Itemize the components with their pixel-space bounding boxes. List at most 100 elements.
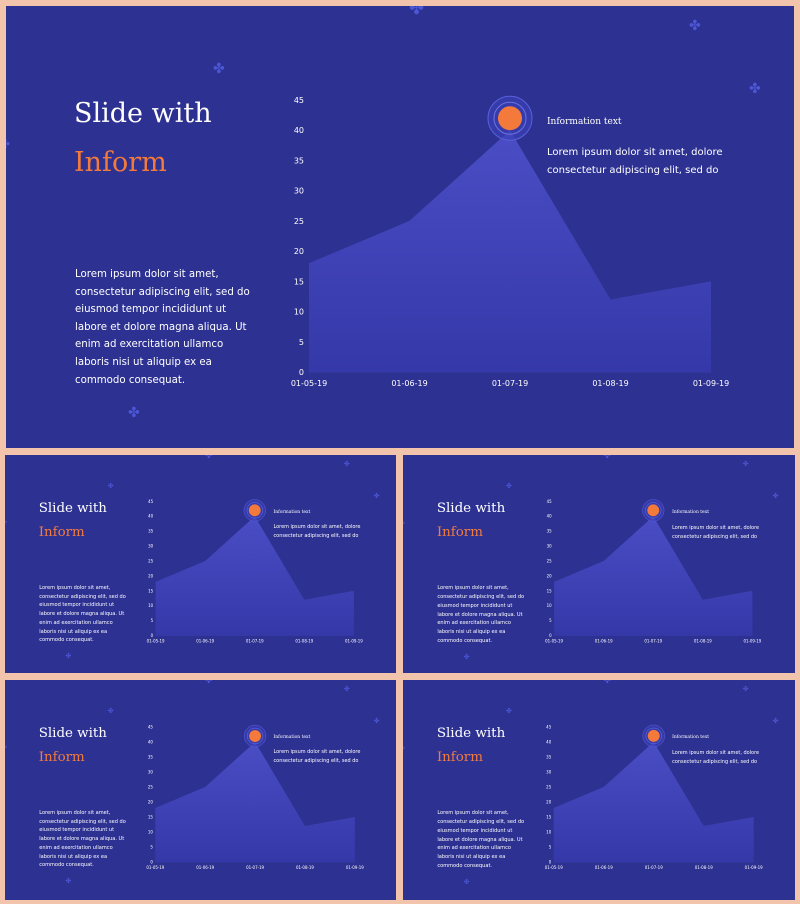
highlight-point [647, 504, 660, 517]
y-tick-label: 25 [546, 784, 552, 789]
y-tick-label: 20 [547, 573, 553, 578]
y-tick-label: 15 [547, 588, 553, 593]
area-series [553, 741, 754, 863]
area-chart: 0 5 10 15 20 25 30 35 40 45 01-05-19 01-06-19 01-07-… [545, 499, 762, 644]
y-tick-label: 5 [150, 844, 153, 849]
x-tick-label: 01-07-19 [644, 638, 662, 643]
x-tick-label: 01-06-19 [196, 865, 214, 870]
flower-icon: ✤ [603, 455, 611, 462]
x-tick-label: 01-05-19 [291, 379, 327, 388]
slide-title-line1: Slide with [38, 725, 107, 741]
flower-icon: ✤ [204, 680, 213, 687]
y-tick-label: 35 [148, 754, 154, 759]
slide-title-line2: Inform [38, 524, 85, 540]
y-tick-label: 45 [546, 724, 552, 729]
flower-icon: ✤ [689, 18, 701, 34]
y-tick-label: 5 [299, 338, 304, 347]
y-tick-label: 20 [148, 573, 154, 578]
flower-icon: ✤ [6, 138, 10, 150]
y-tick-label: 20 [294, 247, 304, 256]
y-tick-label: 20 [148, 799, 154, 804]
slide-body-text: Lorem ipsum dolor sit amet, consectetur … [437, 810, 525, 869]
flower-icon: ✤ [343, 685, 350, 694]
y-tick-label: 45 [148, 499, 154, 504]
flower-icon: ✤ [505, 706, 512, 715]
y-tick-label: 40 [546, 739, 552, 744]
y-tick-label: 30 [547, 544, 553, 549]
slide-thumbnail-1: ✤ ✤ ✤ ✤ ✤ ✤ Slide with Inform Lorem ipsum dolor … [5, 455, 396, 673]
flower-icon: ✤ [213, 61, 225, 77]
y-tick-label: 45 [294, 96, 304, 105]
slide-body-text: Lorem ipsum dolor sit amet, consectetur … [39, 810, 126, 869]
y-tick-label: 25 [294, 217, 304, 226]
flower-icon: ✤ [5, 745, 7, 751]
y-tick-label: 10 [547, 603, 553, 608]
x-tick-label: 01-07-19 [246, 865, 264, 870]
y-tick-label: 35 [294, 156, 304, 165]
y-tick-label: 35 [546, 754, 552, 759]
highlight-point [498, 106, 522, 131]
y-tick-label: 15 [148, 814, 154, 819]
y-tick-label: 0 [150, 859, 153, 864]
slide-title-line1: Slide with [38, 500, 107, 516]
y-tick-label: 40 [547, 514, 553, 519]
area-chart: 0 5 10 15 20 25 30 35 40 45 01-05-19 01-06-19 01-07-… [147, 499, 364, 644]
slide-title-line2: Inform [436, 525, 483, 541]
y-tick-label: 45 [547, 499, 553, 504]
area-series [155, 516, 354, 636]
info-body: Lorem ipsum dolor sit amet, dolore conse… [672, 749, 760, 765]
flower-icon: ✤ [128, 405, 140, 421]
x-tick-label: 01-07-19 [492, 379, 528, 388]
x-tick-label: 01-06-19 [196, 638, 214, 643]
x-tick-label: 01-07-19 [246, 638, 264, 643]
highlight-ring [246, 502, 263, 519]
x-tick-label: 01-06-19 [595, 865, 613, 870]
flower-icon: ✤ [603, 680, 611, 687]
y-tick-label: 30 [294, 187, 304, 196]
y-tick-label: 15 [294, 277, 304, 286]
info-title: Information text [672, 735, 709, 741]
flower-icon: ✤ [5, 520, 7, 526]
y-tick-label: 20 [546, 799, 552, 804]
flower-icon: ✤ [505, 481, 512, 490]
info-title: Information text [273, 735, 311, 741]
y-tick-label: 10 [294, 308, 304, 317]
area-chart: 0 5 10 15 20 25 30 35 40 45 01-05-19 01-06-19 01-07-… [545, 724, 763, 870]
x-tick-label: 01-09-19 [743, 638, 761, 643]
slide-title-line1: Slide with [436, 500, 506, 516]
flower-icon: ✤ [742, 685, 749, 694]
slide-thumbnail-3: ✤ ✤ ✤ ✤ ✤ ✤ Slide with Inform Lorem ipsum dolor … [5, 680, 396, 900]
info-title: Information text [273, 510, 311, 516]
slide-body-text: Lorem ipsum dolor sit amet, consectetur … [437, 585, 525, 644]
y-tick-label: 25 [148, 784, 154, 789]
y-tick-label: 15 [148, 588, 154, 593]
highlight-point [647, 729, 660, 742]
flower-icon: ✤ [65, 652, 72, 661]
y-tick-label: 45 [148, 724, 154, 729]
info-title: Information text [547, 117, 622, 127]
y-tick-label: 15 [546, 815, 552, 820]
slide-title-line1: Slide with [74, 98, 212, 129]
area-series [309, 130, 711, 372]
x-tick-label: 01-08-19 [695, 865, 713, 870]
x-tick-label: 01-05-19 [545, 865, 563, 870]
info-body: Lorem ipsum dolor sit amet, dolore conse… [672, 524, 760, 540]
x-tick-label: 01-09-19 [745, 865, 763, 870]
y-tick-label: 5 [549, 618, 552, 623]
y-tick-label: 25 [547, 558, 553, 563]
slide-main: ✤ ✤ ✤ ✤ ✤ ✤ Slide with Inform Lorem ipsum dolor … [6, 6, 794, 448]
x-tick-label: 01-09-19 [693, 379, 729, 388]
slide-body-text: Lorem ipsum dolor sit amet, consectetur … [39, 585, 126, 644]
y-tick-label: 30 [546, 769, 552, 774]
flower-icon: ✤ [204, 455, 213, 462]
flower-icon: ✤ [409, 6, 425, 19]
x-tick-label: 01-05-19 [146, 865, 164, 870]
x-tick-label: 01-08-19 [296, 865, 314, 870]
slide-body-text: Lorem ipsum dolor sit amet, consectetur … [75, 269, 250, 386]
info-body: Lorem ipsum dolor sit amet, dolore conse… [273, 749, 361, 765]
y-tick-label: 0 [549, 633, 552, 638]
x-tick-label: 01-08-19 [295, 638, 313, 643]
y-tick-label: 0 [151, 633, 154, 638]
area-series [554, 516, 753, 636]
y-tick-label: 35 [547, 529, 553, 534]
